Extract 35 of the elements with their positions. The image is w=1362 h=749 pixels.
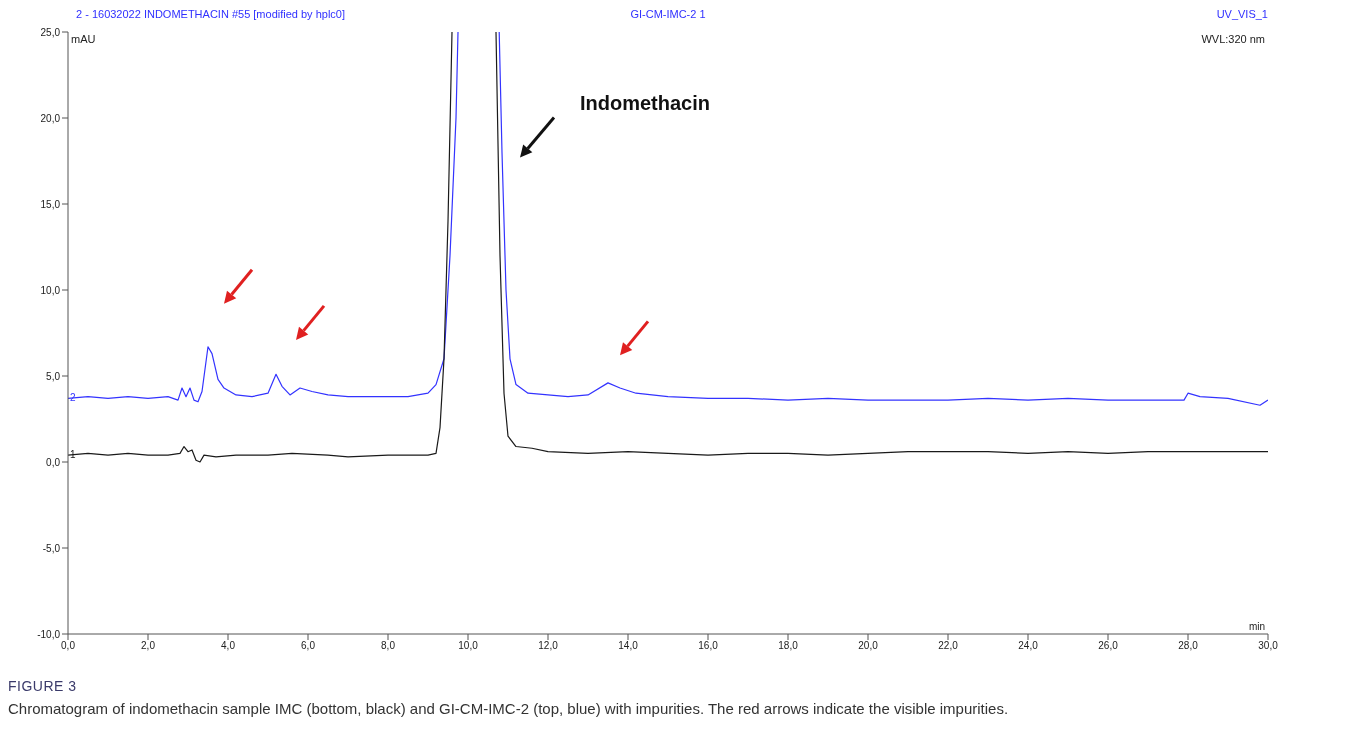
y-tick-label: -10,0: [37, 628, 61, 640]
x-tick-label: 2,0: [141, 640, 156, 652]
y-tick-label: 0,0: [46, 456, 61, 468]
x-tick-label: 20,0: [858, 640, 879, 652]
x-tick-label: 12,0: [538, 640, 559, 652]
x-tick-label: 10,0: [458, 640, 479, 652]
text: Chromatogram of indomethacin sample IMC (bottom, black) and GI-CM-IMC-2 (top, blue) with impurities. The red arrows indicate the visible impurities.: [8, 700, 1010, 717]
y-tick-label: 15,0: [40, 198, 61, 210]
x-tick-label: 18,0: [778, 640, 799, 652]
x-tick-label: 4,0: [221, 640, 236, 652]
y-tick-label: 10,0: [40, 284, 61, 296]
annotation: Indomethacin: [580, 91, 711, 114]
x-tick-label: 16,0: [698, 640, 719, 652]
x-tick-label: 6,0: [301, 640, 316, 652]
annotation: WVL:320 nm: [1201, 33, 1265, 45]
y-tick-label: 20,0: [40, 112, 61, 124]
series-label: 2: [70, 392, 76, 404]
x-tick-label: 24,0: [1018, 640, 1039, 652]
y-tick-label: -5,0: [42, 542, 61, 554]
chart-subtitle: GI-CM-IMC-2 1: [630, 8, 706, 20]
x-tick-label: 0,0: [61, 640, 76, 652]
x-tick-label: 14,0: [618, 640, 639, 652]
text: UV_VIS_1: [1216, 8, 1268, 20]
caption: FIGURE 3: [8, 678, 78, 694]
x-tick-label: 28,0: [1178, 640, 1199, 652]
x-tick-label: 30,0: [1258, 640, 1279, 652]
series-label: 1: [70, 449, 76, 461]
y-axis-title: mAU: [71, 33, 96, 45]
x-axis-title: min: [1248, 621, 1265, 632]
x-tick-label: 22,0: [938, 640, 959, 652]
y-tick-label: 25,0: [40, 26, 61, 38]
x-tick-label: 8,0: [381, 640, 396, 652]
chart-title: 2 - 16032022 INDOMETHACIN #55 [modified by hplc0]: [76, 8, 346, 20]
y-tick-label: 5,0: [46, 370, 61, 382]
x-tick-label: 26,0: [1098, 640, 1119, 652]
